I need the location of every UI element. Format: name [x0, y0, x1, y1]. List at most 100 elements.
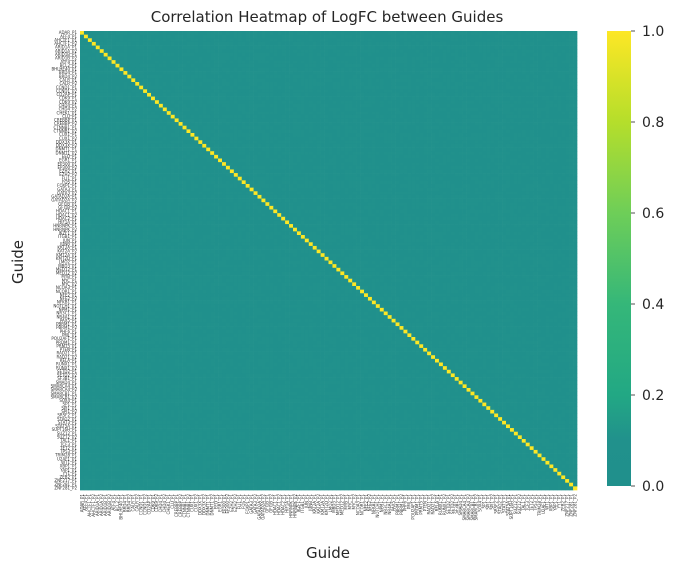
heatmap-cell: [521, 158, 527, 163]
heatmap-cell: [304, 74, 310, 79]
heatmap-cell: [533, 85, 538, 90]
heatmap-cell: [450, 67, 456, 72]
heatmap-cell: [427, 67, 432, 72]
heatmap-cell: [565, 41, 570, 46]
heatmap-cell: [174, 169, 179, 174]
heatmap-cell: [521, 67, 527, 72]
heatmap-cell: [99, 96, 105, 101]
heatmap-cell: [312, 74, 318, 79]
heatmap-cell: [123, 136, 128, 141]
heatmap-cell: [83, 89, 89, 94]
heatmap-cell: [296, 34, 302, 39]
heatmap-cell: [356, 71, 361, 76]
heatmap-cell: [225, 74, 231, 79]
heatmap-cell: [387, 63, 392, 68]
heatmap-cell: [486, 52, 491, 57]
heatmap-cell: [561, 151, 566, 156]
heatmap-cell: [478, 136, 483, 141]
heatmap-cell: [304, 154, 310, 159]
heatmap-cell: [245, 45, 250, 50]
heatmap-cell: [143, 151, 148, 156]
heatmap-cell: [383, 34, 389, 39]
heatmap-cell: [324, 63, 329, 68]
heatmap-cell: [371, 136, 377, 141]
heatmap-cell: [446, 136, 452, 141]
heatmap-cell: [541, 140, 546, 145]
heatmap-cell: [170, 85, 176, 90]
heatmap-cell: [198, 103, 203, 108]
heatmap-cell: [458, 74, 463, 79]
heatmap-cell: [561, 63, 566, 68]
heatmap-cell: [320, 60, 325, 65]
heatmap-cell: [135, 74, 140, 79]
heatmap-cell: [222, 122, 227, 127]
heatmap-cell: [170, 56, 176, 61]
heatmap-cell: [91, 173, 97, 178]
heatmap-cell: [162, 125, 168, 130]
heatmap-cell: [332, 143, 337, 148]
heatmap-cell: [218, 78, 223, 83]
heatmap-cell: [521, 60, 527, 65]
heatmap-cell: [498, 133, 503, 137]
heatmap-cell: [194, 96, 199, 101]
heatmap-cell: [170, 136, 176, 141]
heatmap-cell: [438, 85, 444, 90]
heatmap-cell: [147, 129, 152, 134]
heatmap-cell: [277, 147, 282, 152]
heatmap-cell: [506, 89, 511, 94]
heatmap-cell: [411, 122, 416, 127]
heatmap-cell: [387, 111, 392, 116]
heatmap-cell: [442, 92, 448, 97]
heatmap-cell: [356, 111, 361, 116]
heatmap-cell: [147, 125, 152, 130]
heatmap-cell: [158, 169, 164, 174]
heatmap-cell: [316, 71, 321, 76]
heatmap-cell: [352, 173, 357, 178]
heatmap-cell: [95, 173, 101, 178]
heatmap-cell: [111, 111, 116, 116]
heatmap-cell: [249, 147, 254, 152]
heatmap-cell: [537, 31, 542, 35]
heatmap-cell: [178, 96, 183, 101]
heatmap-cell: [391, 151, 396, 156]
heatmap-cell: [399, 82, 404, 86]
heatmap-cell: [316, 67, 321, 72]
heatmap-cell: [446, 96, 452, 101]
heatmap-cell: [245, 100, 250, 105]
heatmap-cell: [336, 34, 341, 39]
heatmap-cell: [269, 151, 274, 156]
heatmap-cell: [561, 52, 566, 57]
heatmap-cell: [143, 147, 148, 152]
heatmap-cell: [521, 133, 527, 137]
heatmap-cell: [379, 100, 385, 105]
heatmap-cell: [225, 85, 231, 90]
heatmap-cell: [289, 107, 294, 112]
heatmap-cell: [387, 96, 392, 101]
heatmap-cell: [151, 60, 156, 65]
heatmap-cell: [261, 78, 266, 83]
heatmap-cell: [170, 147, 176, 152]
heatmap-cell: [214, 63, 219, 68]
heatmap-cell: [573, 41, 578, 46]
heatmap-cell: [241, 60, 247, 65]
heatmap-cell: [344, 118, 349, 123]
heatmap-cell: [348, 162, 353, 167]
heatmap-cell: [391, 60, 396, 65]
heatmap-cell: [375, 122, 381, 127]
heatmap-cell: [316, 78, 321, 83]
heatmap-cell: [541, 56, 546, 61]
heatmap-cell: [214, 38, 219, 43]
heatmap-cell: [541, 85, 546, 90]
heatmap-cell: [490, 38, 495, 43]
heatmap-cell: [225, 147, 231, 152]
heatmap-cell: [517, 169, 523, 174]
heatmap-cell: [273, 107, 278, 112]
heatmap-cell: [190, 136, 195, 141]
heatmap-cell: [356, 100, 361, 105]
heatmap-cell: [379, 111, 385, 116]
heatmap-cell: [107, 82, 112, 86]
heatmap-cell: [435, 158, 440, 163]
heatmap-cell: [143, 143, 148, 148]
heatmap-cell: [95, 133, 101, 137]
heatmap-cell: [166, 45, 172, 50]
